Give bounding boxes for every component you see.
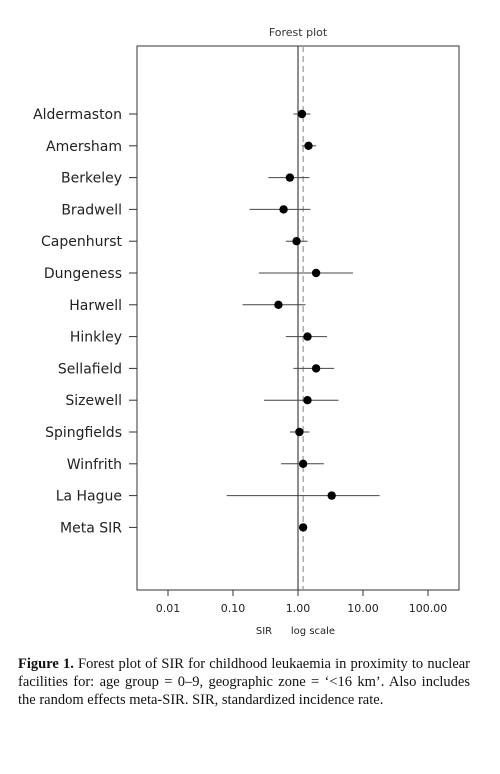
row-label: La Hague	[56, 489, 122, 505]
sir-point	[295, 427, 304, 437]
row-label: Sellafield	[58, 361, 122, 377]
x-axis-label: SIR	[256, 626, 272, 637]
sir-point	[298, 523, 308, 532]
sir-point	[285, 173, 295, 182]
x-scale-label: log scale	[291, 626, 335, 637]
sir-point	[304, 141, 313, 150]
row-label: Meta SIR	[60, 520, 122, 536]
x-tick-label: 1.00	[286, 602, 311, 615]
forest-row: Harwell	[69, 298, 306, 314]
forest-row: Dungeness	[44, 266, 353, 282]
forest-row: Amersham	[46, 139, 317, 155]
forest-row: Spingfields	[45, 425, 310, 441]
forest-plot-chart: Forest plot Aldermaston Amersham Berkeley B…	[33, 26, 460, 637]
forest-row: Aldermaston	[33, 107, 311, 123]
sir-point	[311, 364, 321, 373]
sir-point	[298, 459, 308, 468]
reference-lines	[297, 46, 304, 590]
forest-row: Meta SIR	[60, 520, 308, 536]
row-label: Dungeness	[44, 266, 122, 282]
x-axis-ticks: 0.01 0.10 1.00 10.00 100.00	[156, 590, 448, 615]
forest-rows: Aldermaston Amersham Berkeley Bradwell Capen…	[33, 107, 380, 536]
row-label: Harwell	[69, 298, 122, 314]
x-tick-label: 0.01	[156, 602, 181, 615]
row-label: Bradwell	[61, 202, 122, 218]
figure-caption: Figure 1. Forest plot of SIR for childho…	[18, 655, 470, 709]
forest-row: Winfrith	[67, 457, 324, 473]
forest-row: Bradwell	[61, 202, 311, 218]
x-tick-label: 10.00	[347, 602, 379, 615]
forest-row: Sizewell	[65, 393, 339, 409]
sir-point	[292, 237, 301, 246]
sir-point	[303, 396, 312, 405]
sir-point	[279, 205, 288, 214]
sir-point	[327, 491, 336, 500]
caption-text: Forest plot of SIR for childhood leukaem…	[18, 656, 471, 708]
sir-point	[274, 300, 283, 309]
row-label: Berkeley	[61, 171, 122, 187]
row-label: Spingfields	[45, 425, 122, 441]
forest-row: Berkeley	[61, 171, 310, 187]
row-label: Capenhurst	[41, 234, 123, 250]
x-tick-label: 0.10	[221, 602, 246, 615]
row-label: Aldermaston	[33, 107, 122, 123]
chart-title: Forest plot	[269, 26, 328, 39]
row-label: Amersham	[46, 139, 122, 155]
forest-row: La Hague	[56, 489, 380, 505]
figure-label: Figure 1.	[18, 656, 74, 672]
row-label: Sizewell	[65, 393, 122, 409]
sir-point	[311, 268, 321, 278]
forest-row: Capenhurst	[41, 234, 308, 250]
forest-row: Hinkley	[70, 330, 328, 346]
sir-point	[303, 332, 312, 341]
x-tick-label: 100.00	[409, 602, 448, 615]
row-label: Hinkley	[70, 330, 122, 346]
sir-point	[297, 109, 307, 119]
forest-row: Sellafield	[58, 361, 335, 377]
row-label: Winfrith	[67, 457, 122, 473]
